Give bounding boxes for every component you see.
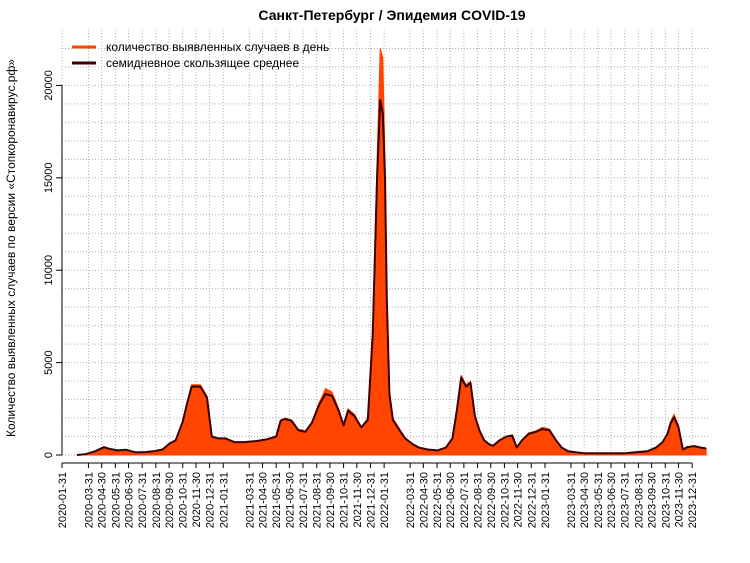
x-tick-label: 2020-10-31 [178, 472, 190, 528]
x-tick-label: 2022-03-31 [405, 472, 417, 528]
x-tick-label: 2020-01-31 [57, 472, 69, 528]
x-tick-label: 2023-03-31 [566, 472, 578, 528]
y-axis-label: Количество выявленных случаев по версии … [4, 59, 18, 437]
x-tick-label: 2022-12-31 [526, 472, 538, 528]
x-tick-label: 2023-08-31 [633, 472, 645, 528]
x-tick-label: 2023-12-31 [687, 472, 699, 528]
x-tick-label: 2022-04-30 [418, 472, 430, 528]
x-tick-label: 2020-05-31 [110, 472, 122, 528]
x-tick-label: 2020-04-30 [97, 472, 109, 528]
x-tick-label: 2023-06-30 [606, 472, 618, 528]
x-tick-label: 2021-10-31 [339, 472, 351, 528]
x-tick-label: 2023-05-31 [593, 472, 605, 528]
x-tick-label: 2022-09-30 [486, 472, 498, 528]
x-tick-label: 2021-04-30 [257, 472, 269, 528]
x-tick-label: 2022-11-30 [513, 472, 525, 527]
y-tick-label: 15000 [43, 163, 55, 194]
x-tick-label: 2022-10-31 [499, 472, 511, 528]
x-tick-label: 2021-12-31 [365, 472, 377, 528]
x-tick-label: 2021-08-31 [312, 472, 324, 528]
series-average-line [76, 99, 707, 456]
x-tick-label: 2022-06-30 [445, 472, 457, 528]
chart-plot [76, 48, 707, 456]
chart-title: Санкт-Петербург / Эпидемия COVID-19 [258, 7, 525, 23]
x-tick-label: 2023-09-30 [647, 472, 659, 528]
x-tick-label: 2023-10-31 [660, 472, 672, 528]
y-axis: 0 5000 10000 15000 20000 [43, 70, 63, 458]
x-tick-label: 2022-01-31 [379, 472, 391, 528]
x-tick-label: 2020-08-31 [151, 472, 163, 528]
x-tick-label: 2023-07-31 [620, 472, 632, 528]
x-tick-label: 2020-07-31 [137, 472, 149, 528]
x-axis: 2020-01-31 2020-03-31 2020-04-30 2020-05-31… [57, 462, 699, 528]
x-tick-label: 2022-07-31 [459, 472, 471, 528]
legend-label-daily: количество выявленных случаев в день [106, 40, 329, 54]
x-tick-label: 2023-04-30 [579, 472, 591, 528]
x-tick-label: 2021-07-31 [298, 472, 310, 528]
y-tick-label: 5000 [43, 350, 55, 374]
legend: количество выявленных случаев в день сем… [72, 40, 329, 70]
x-tick-label: 2020-09-30 [164, 472, 176, 528]
x-tick-label: 2021-11-30 [352, 472, 364, 527]
y-tick-label: 10000 [43, 255, 55, 286]
x-tick-label: 2020-12-31 [205, 472, 217, 528]
x-tick-label: 2021-06-30 [284, 472, 296, 528]
x-tick-label: 2023-11-30 [673, 472, 685, 527]
x-tick-label: 2021-05-31 [271, 472, 283, 528]
legend-label-average: семидневное скользящее среднее [106, 56, 299, 70]
x-tick-label: 2020-03-31 [83, 472, 95, 528]
x-tick-label: 2021-09-30 [325, 472, 337, 528]
y-tick-label: 20000 [43, 70, 55, 101]
x-tick-label: 2020-06-30 [124, 472, 136, 528]
x-tick-label: 2021-03-31 [244, 472, 256, 528]
x-tick-label: 2020-11-30 [191, 472, 203, 527]
chart-grid [61, 30, 708, 456]
x-tick-label: 2023-01-31 [540, 472, 552, 528]
x-tick-label: 2022-08-31 [473, 472, 485, 528]
y-tick-label: 0 [43, 452, 55, 458]
x-tick-label: 2021-01-31 [218, 472, 230, 528]
x-tick-label: 2022-05-31 [432, 472, 444, 528]
